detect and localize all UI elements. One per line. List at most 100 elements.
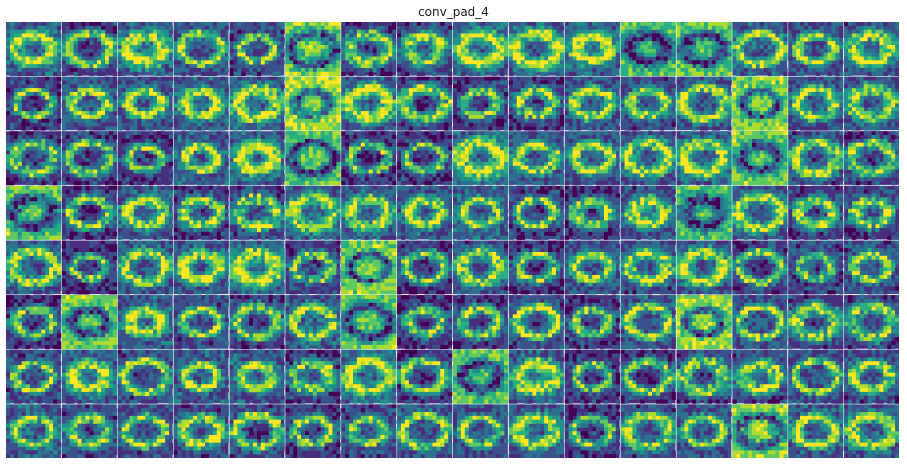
feature-map-tile <box>621 350 676 404</box>
feature-map-tile <box>397 186 452 240</box>
feature-map-tile <box>453 241 508 295</box>
feature-map-tile <box>285 77 340 131</box>
feature-map-tile <box>509 131 564 185</box>
feature-map-tile <box>341 295 396 349</box>
feature-map-tile <box>118 295 173 349</box>
feature-map-tile <box>230 350 285 404</box>
feature-map-tile <box>6 186 61 240</box>
feature-map-tile <box>397 22 452 76</box>
feature-map-tile <box>174 131 229 185</box>
feature-map-tile <box>174 350 229 404</box>
feature-map-tile <box>732 77 787 131</box>
feature-map-tile <box>844 350 899 404</box>
feature-map-tile <box>174 241 229 295</box>
feature-map-tile <box>677 241 732 295</box>
feature-map-tile <box>6 77 61 131</box>
feature-map-tile <box>621 241 676 295</box>
feature-map-tile <box>174 295 229 349</box>
feature-map-tile <box>397 131 452 185</box>
feature-map-tile <box>62 241 117 295</box>
feature-map-tile <box>732 295 787 349</box>
feature-map-tile <box>844 295 899 349</box>
feature-map-tile <box>341 131 396 185</box>
feature-map-tile <box>844 186 899 240</box>
feature-map-tile <box>118 77 173 131</box>
feature-map-tile <box>397 77 452 131</box>
feature-map-tile <box>118 241 173 295</box>
feature-map-tile <box>285 350 340 404</box>
feature-map-tile <box>453 350 508 404</box>
feature-map-tile <box>397 404 452 458</box>
feature-map-tile <box>341 186 396 240</box>
feature-map-tile <box>453 295 508 349</box>
feature-map-tile <box>285 241 340 295</box>
feature-map-tile <box>453 22 508 76</box>
feature-map-tile <box>732 350 787 404</box>
feature-map-tile <box>285 295 340 349</box>
feature-map-tile <box>397 295 452 349</box>
feature-map-tile <box>62 295 117 349</box>
feature-map-tile <box>565 241 620 295</box>
feature-map-tile <box>230 295 285 349</box>
feature-map-tile <box>62 77 117 131</box>
feature-map-tile <box>118 22 173 76</box>
feature-map-tile <box>788 404 843 458</box>
feature-map-tile <box>62 186 117 240</box>
feature-map-tile <box>788 241 843 295</box>
feature-map-tile <box>62 131 117 185</box>
feature-map-tile <box>844 404 899 458</box>
feature-map-tile <box>6 404 61 458</box>
feature-map-tile <box>230 241 285 295</box>
feature-map-tile <box>732 186 787 240</box>
feature-map-tile <box>6 350 61 404</box>
feature-map-tile <box>118 404 173 458</box>
feature-map-tile <box>844 22 899 76</box>
feature-map-tile <box>788 350 843 404</box>
feature-map-tile <box>677 77 732 131</box>
feature-map-tile <box>844 241 899 295</box>
feature-map-tile <box>732 22 787 76</box>
feature-map-tile <box>509 22 564 76</box>
feature-map-tile <box>62 350 117 404</box>
feature-map-tile <box>677 295 732 349</box>
feature-map-tile <box>285 186 340 240</box>
feature-map-tile <box>453 404 508 458</box>
feature-map-tile <box>230 77 285 131</box>
feature-map-tile <box>565 295 620 349</box>
feature-map-tile <box>677 404 732 458</box>
feature-map-tile <box>509 404 564 458</box>
feature-map-tile <box>621 22 676 76</box>
feature-map-tile <box>677 131 732 185</box>
feature-map-tile <box>565 22 620 76</box>
feature-map-tile <box>788 295 843 349</box>
feature-map-tile <box>118 350 173 404</box>
feature-map-tile <box>6 295 61 349</box>
feature-map-tile <box>565 131 620 185</box>
feature-map-tile <box>788 186 843 240</box>
figure-title: conv_pad_4 <box>0 4 907 20</box>
feature-map-tile <box>509 295 564 349</box>
feature-map-tile <box>341 404 396 458</box>
feature-map-tile <box>565 77 620 131</box>
feature-map-tile <box>565 186 620 240</box>
feature-map-tile <box>565 404 620 458</box>
feature-map-tile <box>341 77 396 131</box>
feature-map-tile <box>118 186 173 240</box>
feature-map-tile <box>677 186 732 240</box>
feature-map-tile <box>788 77 843 131</box>
feature-map-tile <box>565 350 620 404</box>
feature-map-tile <box>174 404 229 458</box>
feature-map-tile <box>341 22 396 76</box>
feature-map-tile <box>732 241 787 295</box>
feature-map-tile <box>453 186 508 240</box>
feature-map-tile <box>62 22 117 76</box>
feature-map-tile <box>6 131 61 185</box>
feature-map-tile <box>397 350 452 404</box>
feature-map-tile <box>230 186 285 240</box>
feature-map-tile <box>621 295 676 349</box>
feature-map-tile <box>174 22 229 76</box>
feature-map-tile <box>788 131 843 185</box>
feature-map-tile <box>397 241 452 295</box>
feature-map-tile <box>844 77 899 131</box>
feature-map-tile <box>285 22 340 76</box>
